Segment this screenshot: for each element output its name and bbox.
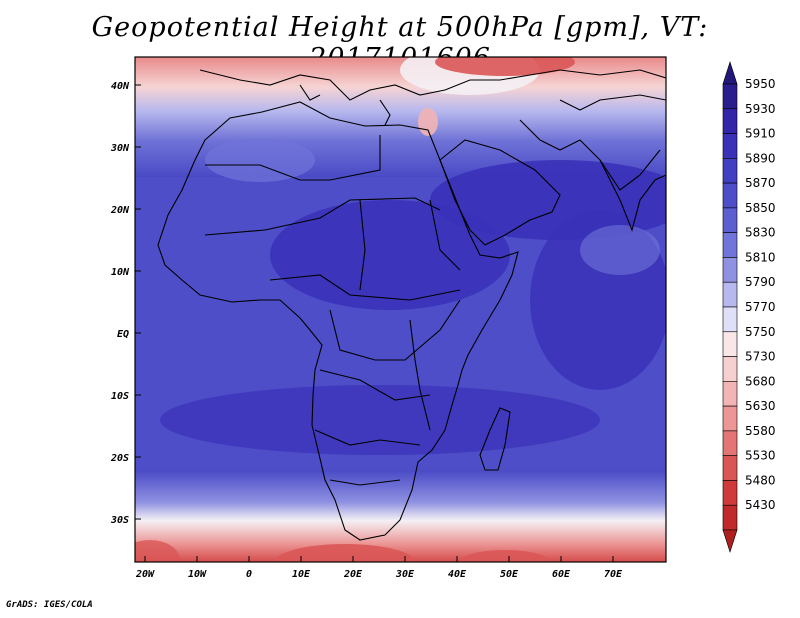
colorbar-swatch <box>722 83 738 110</box>
lon-tick-label: 0 <box>246 569 252 580</box>
colorbar-label: 5950 <box>745 77 776 91</box>
colorbar-label: 5930 <box>745 102 776 116</box>
lat-tick-label: 10N <box>111 267 130 278</box>
lon-tick-label: 60E <box>552 569 571 580</box>
lat-tick-label: 10S <box>111 391 129 402</box>
colorbar-bottom-arrow <box>722 529 738 553</box>
colorbar-swatch <box>722 232 738 258</box>
colorbar-label: 5480 <box>745 473 776 487</box>
lon-tick-label: 50E <box>500 569 519 580</box>
colorbar-label: 5810 <box>745 250 776 264</box>
lon-tick-label: 30E <box>395 569 415 580</box>
colorbar-swatch <box>722 182 738 209</box>
coastlines <box>157 69 666 541</box>
colorbar: 5950 5930 5910 5890 5870 5850 5830 5810 5790 5770… <box>722 61 776 553</box>
field-shading <box>135 57 666 562</box>
colorbar-label: 5830 <box>745 226 776 240</box>
colorbar-label: 5870 <box>745 176 776 190</box>
colorbar-swatch <box>722 480 738 506</box>
lat-tick-label: 20S <box>110 453 129 464</box>
colorbar-swatch <box>722 331 738 357</box>
colorbar-label: 5750 <box>745 325 776 339</box>
plot-frame <box>134 56 667 563</box>
lat-tick-label: 20N <box>110 205 130 216</box>
colorbar-swatch <box>722 108 738 134</box>
colorbar-label: 5680 <box>745 374 776 388</box>
colorbar-label: 5790 <box>745 275 776 289</box>
colorbar-swatch <box>722 405 738 432</box>
lat-tick-label: 40N <box>111 81 130 92</box>
lon-tick-label: 40E <box>448 569 467 580</box>
colorbar-label: 5890 <box>745 151 776 165</box>
colorbar-swatch <box>722 158 738 184</box>
colorbar-label: 5430 <box>745 498 776 512</box>
colorbar-swatch <box>722 257 738 283</box>
colorbar-label: 5530 <box>745 449 776 463</box>
colorbar-label: 5630 <box>745 399 776 413</box>
lon-tick-label: 20W <box>135 569 155 580</box>
colorbar-label: 5910 <box>745 127 776 141</box>
longitude-axis: 20W 10W 0 10E 20E 30E 40E 50E 60E 70E <box>135 556 623 580</box>
colorbar-swatch <box>722 133 738 159</box>
colorbar-label: 5730 <box>745 350 776 364</box>
colorbar-top-arrow <box>722 61 738 85</box>
lat-tick-label: 30N <box>110 143 130 154</box>
colorbar-swatch <box>722 281 738 308</box>
colorbar-swatch <box>722 455 738 481</box>
lon-tick-label: 10E <box>292 569 311 580</box>
lat-tick-label: EQ <box>117 329 129 340</box>
colorbar-swatch <box>722 356 738 382</box>
colorbar-label: 5580 <box>745 424 776 438</box>
colorbar-label: 5770 <box>745 300 776 314</box>
colorbar-swatch <box>722 306 738 333</box>
colorbar-swatch <box>722 430 738 456</box>
colorbar-label: 5850 <box>745 201 776 215</box>
latitude-axis: 40N 30N 20N 10N EQ 10S 20S 30S <box>110 81 141 526</box>
lat-tick-label: 30S <box>110 515 129 526</box>
credit-text: GrADS: IGES/COLA <box>6 600 93 610</box>
colorbar-swatch <box>722 504 738 531</box>
lon-tick-label: 10W <box>188 569 207 580</box>
colorbar-swatch <box>722 207 738 233</box>
lon-tick-label: 70E <box>604 569 623 580</box>
colorbar-swatch <box>722 381 738 407</box>
lon-tick-label: 20E <box>343 569 363 580</box>
